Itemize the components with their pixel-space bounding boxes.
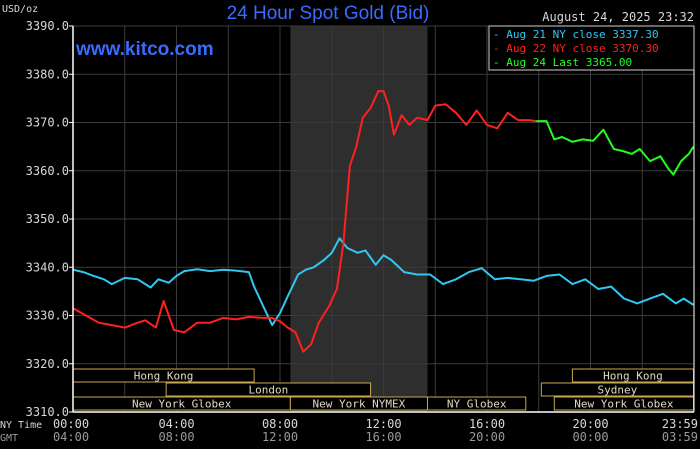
session-label: Sydney (598, 384, 638, 397)
session-label: New York Globex (574, 398, 674, 411)
legend-entry: - Aug 22 NY close 3370.30 (493, 42, 659, 55)
y-tick-label: 3360.0 (26, 164, 69, 178)
y-tick-label: 3310.0 (26, 405, 69, 419)
y-tick-label: 3320.0 (26, 357, 69, 371)
price-line-series-3 (536, 120, 695, 176)
legend-box (488, 25, 695, 71)
x-tick-label: 08:00 (262, 417, 298, 431)
x-tick-label: 08:00 (158, 430, 194, 444)
y-tick-label: 3380.0 (26, 67, 69, 81)
y-tick-label: 3390.0 (26, 19, 69, 33)
y-tick-label: 3350.0 (26, 212, 69, 226)
session-label: Hong Kong (603, 370, 663, 383)
session-box (553, 396, 694, 411)
plot-axes (72, 26, 695, 413)
x-axis-row-label: NY Time (0, 420, 42, 431)
session-label: NY Globex (447, 398, 507, 411)
session-label: New York NYMEX (313, 398, 406, 411)
session-box (426, 396, 527, 411)
grid-lines (73, 25, 694, 413)
x-tick-label: 16:00 (469, 417, 505, 431)
price-line-series-2 (72, 90, 537, 353)
x-tick-label: 12:00 (365, 417, 401, 431)
y-axis-label: USD/oz (2, 4, 38, 15)
session-box (540, 382, 694, 397)
chart-title: 24 Hour Spot Gold (Bid) (227, 3, 430, 24)
y-axis-tick-labels: 3390.0 3380.0 3370.0 3360.0 3350.0 3340.0 3330… (26, 19, 73, 419)
session-label: New York Globex (132, 398, 232, 411)
session-box (571, 368, 694, 383)
price-line-series-1 (72, 237, 695, 327)
price-series (72, 90, 695, 353)
session-label: Hong Kong (134, 370, 194, 383)
x-axis-row-label: GMT (0, 433, 18, 444)
x-tick-label: 00:00 (53, 417, 89, 431)
y-tick-label: 3330.0 (26, 309, 69, 323)
x-tick-label: 00:00 (572, 430, 608, 444)
watermark-url: www.kitco.com (75, 39, 214, 60)
x-tick-label: 03:59 (662, 430, 698, 444)
session-box (165, 382, 372, 397)
y-tick-label: 3370.0 (26, 116, 69, 130)
x-tick-label: 16:00 (365, 430, 401, 444)
x-tick-label: 20:00 (469, 430, 505, 444)
x-tick-label: 12:00 (262, 430, 298, 444)
legend-entry: - Aug 24 Last 3365.00 (493, 56, 632, 69)
timestamp: August 24, 2025 23:32 (542, 10, 694, 24)
x-axis-tick-labels: NY Time 00:00 04:00 08:00 12:00 16:00 20:00 23:… (0, 417, 698, 444)
x-tick-label: 04:00 (158, 417, 194, 431)
legend: - Aug 21 NY close 3337.30- Aug 22 NY clo… (488, 25, 695, 71)
x-tick-label: 23:59 (662, 417, 698, 431)
x-tick-label: 04:00 (53, 430, 89, 444)
y-tick-label: 3340.0 (26, 260, 69, 274)
session-label: London (248, 384, 288, 397)
x-tick-label: 20:00 (572, 417, 608, 431)
legend-entry: - Aug 21 NY close 3337.30 (493, 28, 659, 41)
